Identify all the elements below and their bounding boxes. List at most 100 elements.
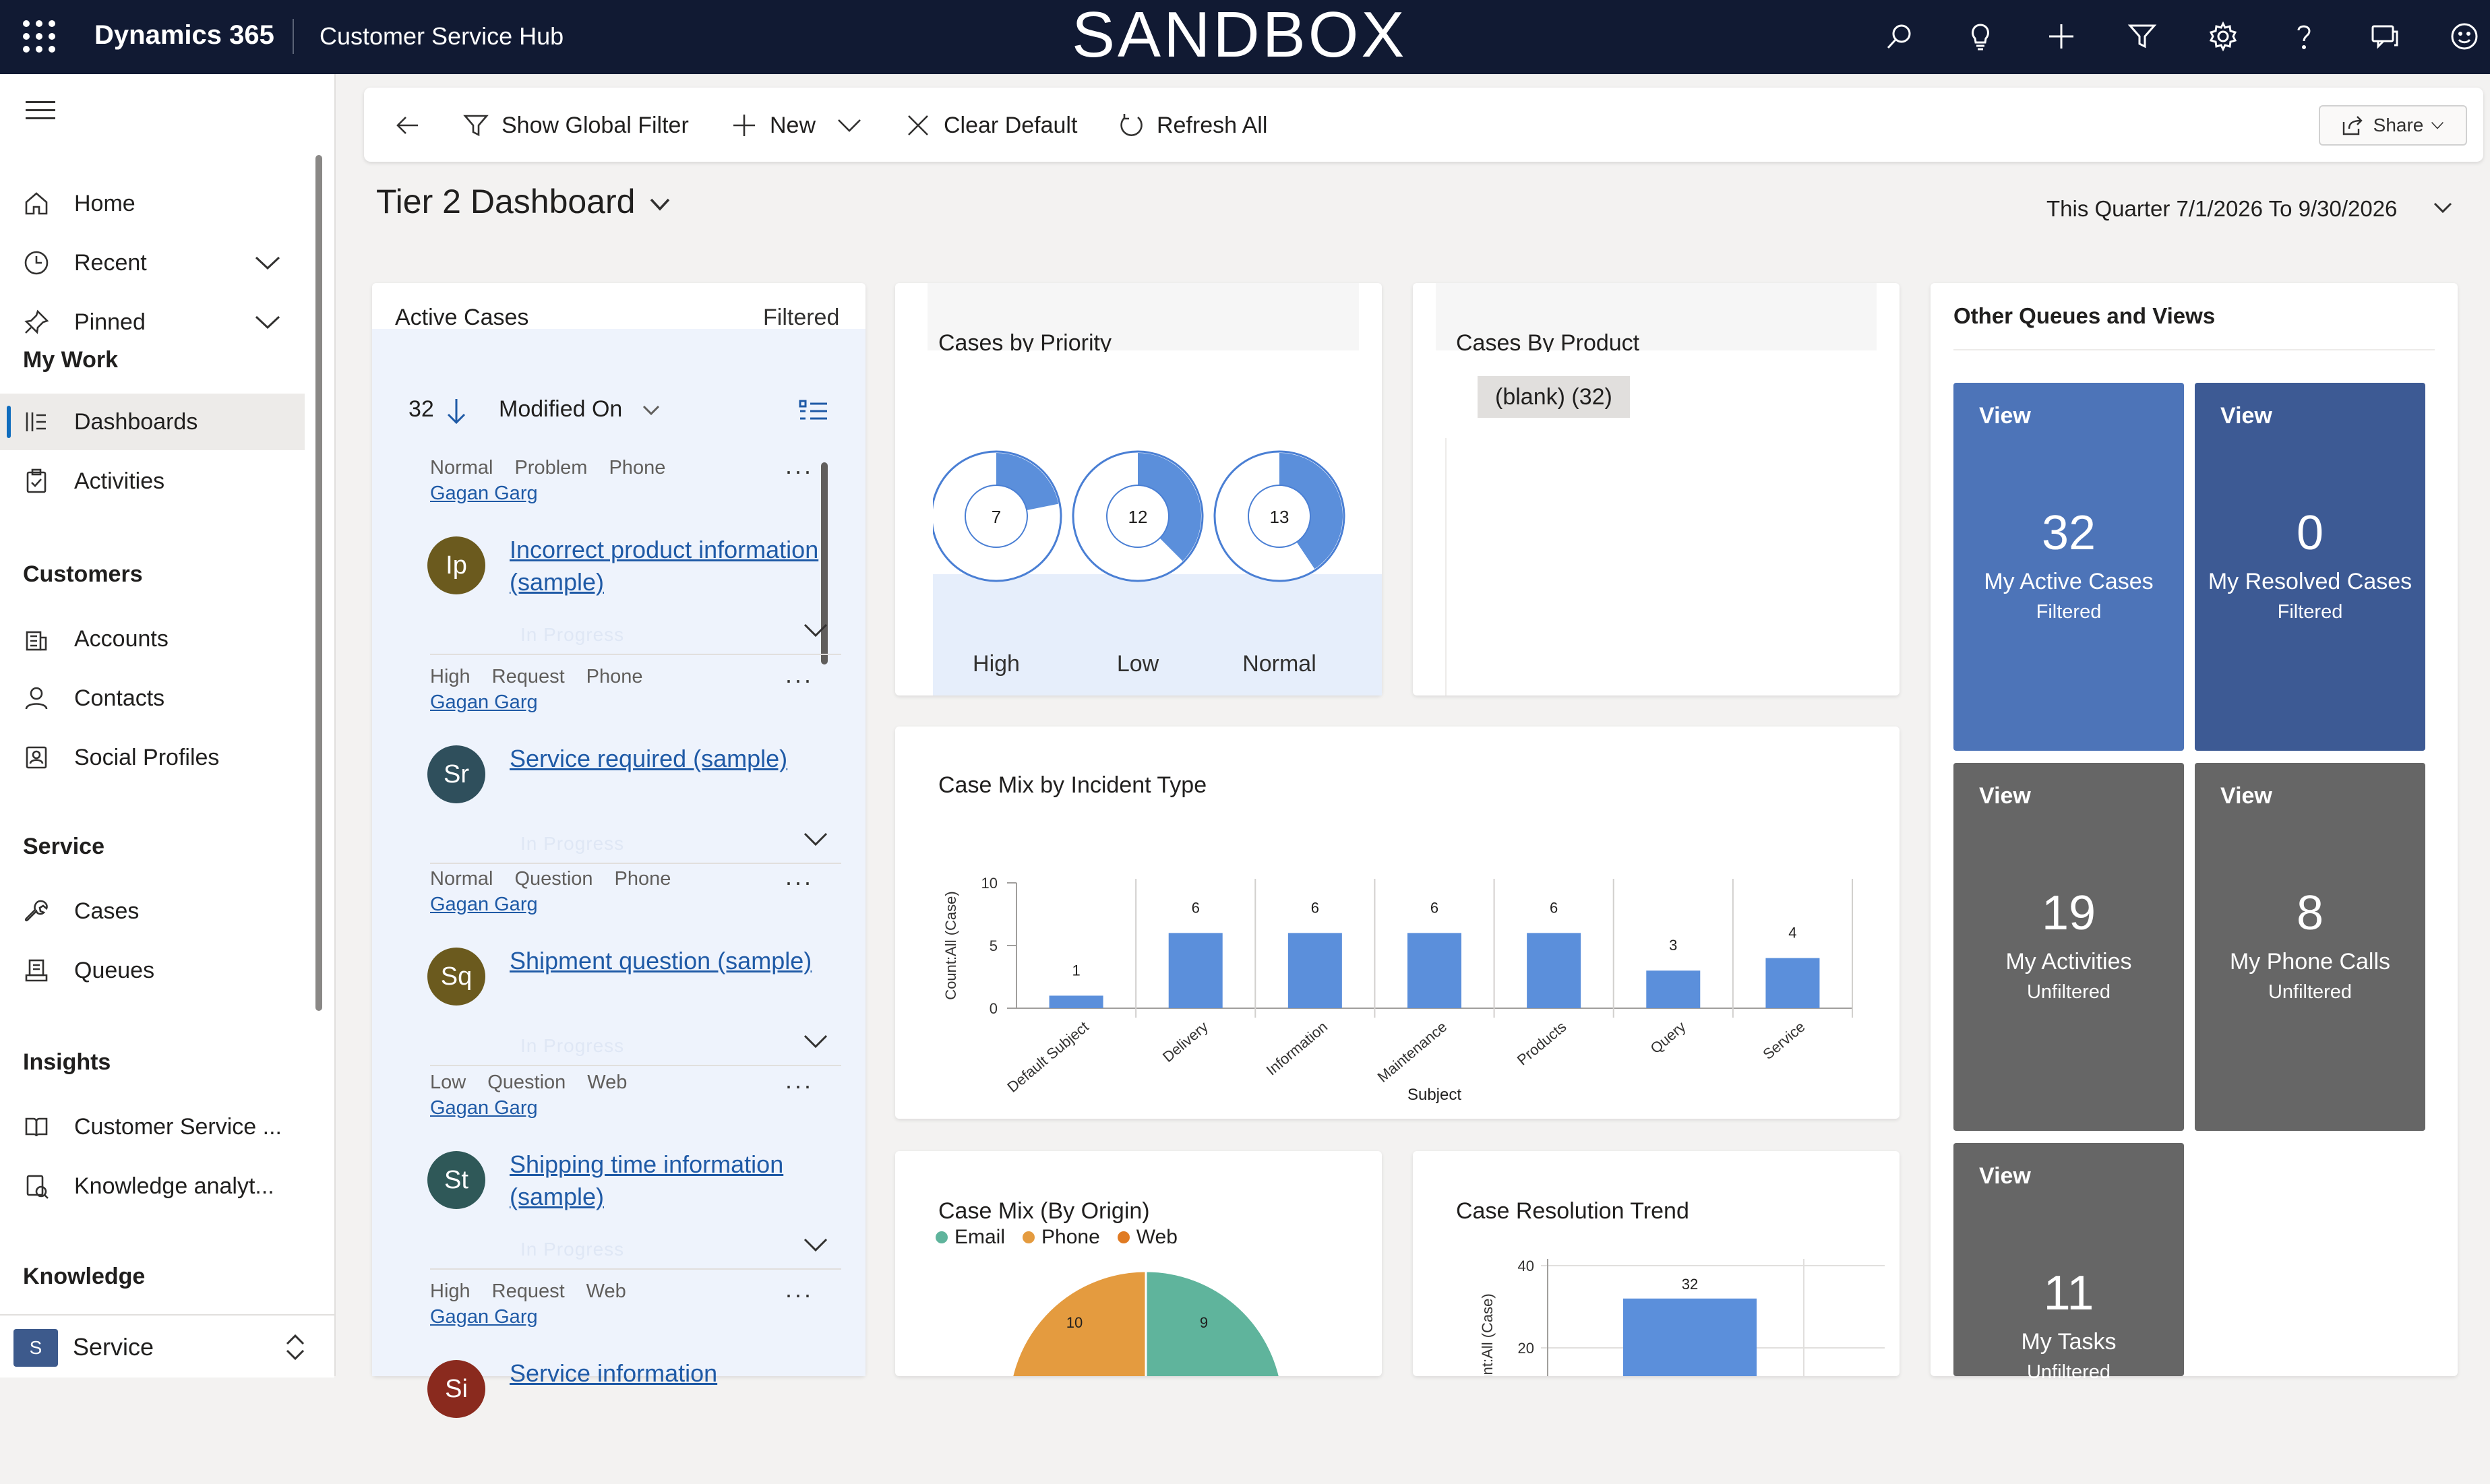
show-global-filter-button[interactable]: Show Global Filter — [462, 106, 689, 144]
sort-field[interactable]: Modified On — [499, 396, 623, 422]
sidebar-item-knowledge-analytics[interactable]: Knowledge analyt... — [0, 1158, 305, 1214]
new-button[interactable]: New — [731, 106, 816, 144]
case-list-item[interactable]: Normal Problem Phone Gagan Garg ··· Ip Incorre… — [396, 457, 841, 660]
case-title-link[interactable]: Incorrect product information (sample) — [510, 536, 819, 596]
sidebar-item-customer-service-insights[interactable]: Customer Service ... — [0, 1099, 305, 1155]
divider — [430, 1268, 841, 1270]
pie-data-label: 10 — [1066, 1314, 1083, 1331]
legend-item[interactable]: Web — [1117, 1225, 1178, 1249]
date-range-filter[interactable]: This Quarter 7/1/2026 To 9/30/2026 — [2046, 196, 2398, 221]
sidebar-item-recent[interactable]: Recent — [0, 235, 305, 291]
sidebar-item-contacts[interactable]: Contacts — [0, 670, 305, 726]
search-icon[interactable] — [1878, 15, 1921, 58]
sidebar-item-dashboards[interactable]: Dashboards — [0, 394, 305, 450]
other-queues-title: Other Queues and Views — [1953, 303, 2216, 328]
new-dropdown-button[interactable] — [836, 106, 875, 144]
clear-default-button[interactable]: Clear Default — [905, 106, 1077, 144]
case-mix-origin-chart[interactable]: 9 10 — [895, 1252, 1382, 1376]
help-icon[interactable] — [2282, 15, 2326, 58]
view-tile-my-activities[interactable]: View 19 My Activities Unfiltered — [1953, 763, 2184, 1131]
product-chip[interactable]: (blank) (32) — [1478, 376, 1630, 418]
back-button[interactable] — [394, 106, 433, 144]
x-tick-label: Information — [1263, 1018, 1331, 1079]
smiley-icon[interactable] — [2443, 15, 2486, 58]
case-title-link[interactable]: Service information — [510, 1359, 718, 1387]
trend-bar — [1623, 1298, 1757, 1376]
case-list-item[interactable]: High Request Web Gagan Garg ··· Si Service inf… — [396, 1280, 841, 1484]
sidebar-item-pinned[interactable]: Pinned — [0, 294, 305, 350]
sidebar-item-social-profiles[interactable]: Social Profiles — [0, 729, 305, 786]
sidebar-item-label: Home — [74, 191, 135, 216]
legend-item[interactable]: Email — [936, 1225, 1005, 1249]
chat-icon[interactable] — [2363, 15, 2406, 58]
x-tick-label: Query — [1647, 1018, 1689, 1057]
more-options-icon[interactable]: ··· — [785, 1072, 813, 1099]
divider — [430, 654, 841, 655]
app-launcher-icon[interactable] — [23, 20, 55, 53]
wrench-icon — [23, 898, 50, 925]
sidebar-item-accounts[interactable]: Accounts — [0, 611, 305, 667]
case-owner-link[interactable]: Gagan Garg — [430, 691, 538, 713]
case-list-item[interactable]: Normal Question Phone Gagan Garg ··· Sq Shipme… — [396, 868, 841, 1072]
chevron-down-icon[interactable] — [802, 829, 829, 849]
case-title-link[interactable]: Shipment question (sample) — [510, 947, 812, 975]
more-options-icon[interactable]: ··· — [785, 666, 813, 693]
cases-by-priority-chart[interactable]: 7 High 12 Low 13 Normal — [933, 418, 1382, 695]
legend-item[interactable]: Phone — [1023, 1225, 1100, 1249]
case-resolution-trend-chart[interactable]: Count:All (Case) 20 40 32 — [1413, 1225, 1900, 1376]
chevron-down-icon[interactable] — [802, 620, 829, 640]
chevron-down-icon[interactable] — [2432, 199, 2454, 216]
more-options-icon[interactable]: ··· — [785, 1280, 813, 1308]
case-meta: Low Question Web — [430, 1072, 648, 1094]
chevron-up-down-icon[interactable] — [282, 1330, 309, 1364]
sidebar: Home Recent Pinned My Work Dashboards Ac… — [0, 74, 336, 1378]
case-owner-link[interactable]: Gagan Garg — [430, 483, 538, 504]
sidebar-item-queues[interactable]: Queues — [0, 942, 305, 999]
chevron-down-icon[interactable] — [253, 311, 282, 333]
more-options-icon[interactable]: ··· — [785, 457, 813, 485]
share-button[interactable]: Share — [2319, 105, 2467, 146]
hub-name[interactable]: Customer Service Hub — [320, 22, 564, 50]
hamburger-menu-icon[interactable] — [26, 101, 55, 123]
case-owner-link[interactable]: Gagan Garg — [430, 894, 538, 915]
analytics-icon — [23, 1173, 50, 1200]
x-tick-label: Service — [1759, 1018, 1808, 1063]
list-view-icon[interactable] — [798, 399, 829, 423]
case-title-link[interactable]: Shipping time information (sample) — [510, 1150, 784, 1210]
lightbulb-icon[interactable] — [1959, 15, 2002, 58]
view-tile-my-resolved-cases[interactable]: View 0 My Resolved Cases Filtered — [2195, 383, 2425, 751]
area-switcher[interactable]: S Service — [0, 1314, 334, 1378]
dashboard-title[interactable]: Tier 2 Dashboard — [376, 183, 636, 220]
case-owner-link[interactable]: Gagan Garg — [430, 1306, 538, 1328]
sidebar-item-cases[interactable]: Cases — [0, 883, 305, 939]
view-tile-my-active-cases[interactable]: View 32 My Active Cases Filtered — [1953, 383, 2184, 751]
sidebar-scrollbar[interactable] — [315, 155, 322, 1011]
view-tile-my-tasks[interactable]: View 11 My Tasks Unfiltered — [1953, 1143, 2184, 1383]
gear-icon[interactable] — [2201, 15, 2245, 58]
refresh-all-button[interactable]: Refresh All — [1118, 106, 1267, 144]
chevron-down-icon[interactable] — [253, 252, 282, 274]
view-tile-my-phone-calls[interactable]: View 8 My Phone Calls Unfiltered — [2195, 763, 2425, 1131]
case-owner-link[interactable]: Gagan Garg — [430, 1097, 538, 1119]
case-mix-incident-chart[interactable]: Count:All (Case) 0 5 10 1 Default Subject 6 Del… — [922, 814, 1879, 1111]
chevron-down-icon[interactable] — [802, 1031, 829, 1051]
sidebar-item-activities[interactable]: Activities — [0, 453, 305, 509]
y-tick-label: 10 — [981, 875, 998, 892]
more-options-icon[interactable]: ··· — [785, 868, 813, 896]
section-header-customers: Customers — [23, 561, 143, 587]
case-list-scrollbar[interactable] — [821, 462, 828, 664]
case-list-item[interactable]: Low Question Web Gagan Garg ··· St Shipping ti… — [396, 1072, 841, 1275]
case-priority: High — [430, 666, 470, 687]
tile-name: My Active Cases — [1984, 569, 2154, 594]
case-list-item[interactable]: High Request Phone Gagan Garg ··· Sr Service r… — [396, 666, 841, 869]
chevron-down-icon[interactable] — [648, 195, 671, 213]
app-name[interactable]: Dynamics 365 — [94, 20, 274, 50]
filter-icon[interactable] — [2121, 15, 2164, 58]
sort-descending-icon[interactable] — [445, 396, 468, 426]
sidebar-item-home[interactable]: Home — [0, 175, 305, 232]
case-title-link[interactable]: Service required (sample) — [510, 745, 788, 772]
tile-count: 11 — [2043, 1266, 2094, 1320]
plus-icon[interactable] — [2040, 15, 2083, 58]
chevron-down-icon[interactable] — [802, 1235, 829, 1255]
chevron-down-icon[interactable] — [642, 403, 661, 418]
